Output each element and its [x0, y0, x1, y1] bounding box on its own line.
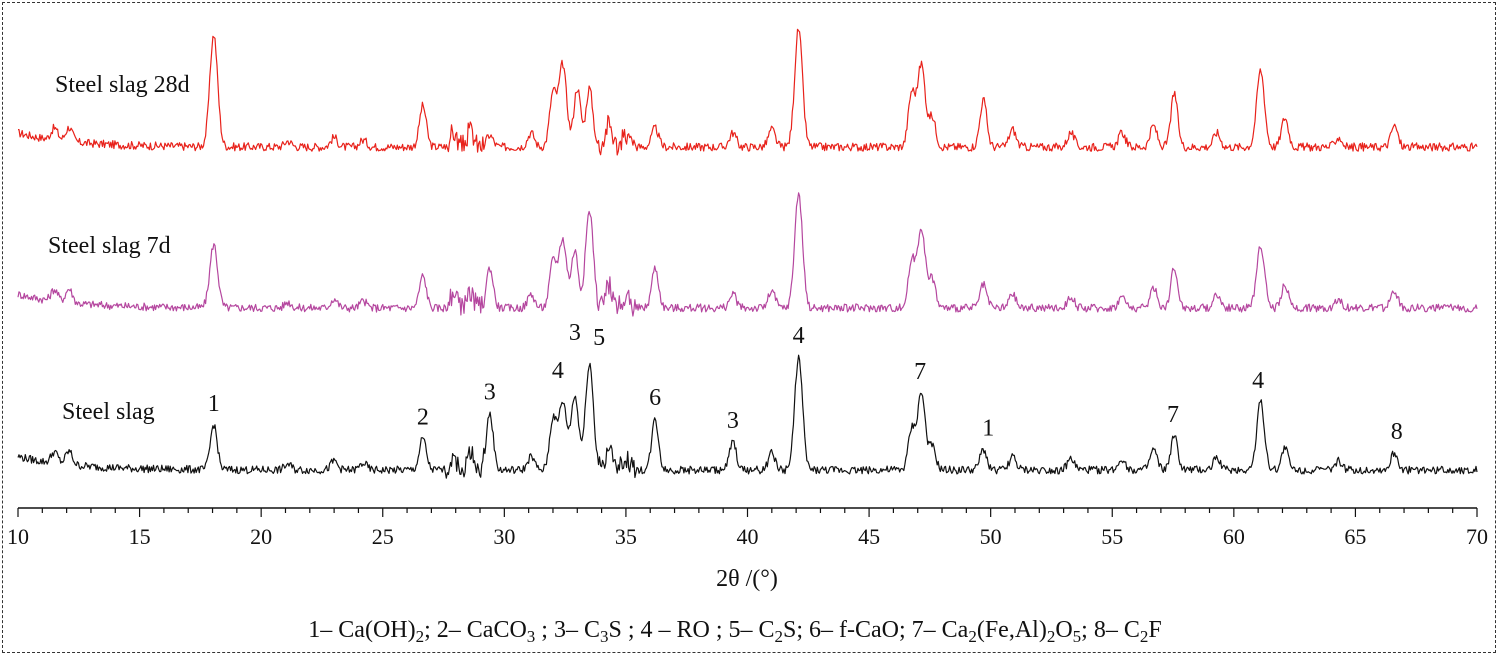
x-axis: 10 15 20 25 30 35 40 45 50 55 60 65 70 — [7, 507, 1488, 549]
peak-label-1: 1 — [208, 391, 220, 417]
peak-label-12: 7 — [1167, 402, 1179, 428]
peak-label-3: 3 — [484, 380, 496, 406]
peak-label-4: 4 — [552, 358, 564, 384]
peak-label-14: 8 — [1391, 419, 1403, 445]
peak-label-5: 3 — [569, 320, 581, 346]
x-tick-label: 70 — [1466, 524, 1488, 549]
series-line-3 — [17, 354, 1478, 479]
series-label-2: Steel slag 7d — [48, 233, 171, 259]
x-tick-label: 45 — [858, 524, 880, 549]
phase-legend: 1– Ca(OH)2; 2– CaCO3 ; 3– C3S ; 4 – RO ;… — [308, 617, 1161, 646]
x-tick-label: 15 — [129, 524, 151, 549]
x-tick-label: 35 — [615, 524, 637, 549]
peak-label-6: 5 — [593, 325, 605, 351]
peak-label-9: 4 — [793, 323, 805, 349]
x-tick-label: 20 — [250, 524, 272, 549]
peak-label-13: 4 — [1252, 368, 1264, 394]
x-tick-label: 60 — [1223, 524, 1245, 549]
series-labels: Steel slag 28d Steel slag 7d Steel slag — [48, 72, 190, 425]
peak-label-2: 2 — [417, 404, 429, 430]
x-tick-label: 55 — [1101, 524, 1123, 549]
peak-label-7: 6 — [649, 385, 661, 411]
x-axis-title: 2θ /(°) — [716, 566, 778, 592]
x-tick-label: 10 — [7, 524, 29, 549]
series-layer — [17, 28, 1478, 479]
series-line-1 — [18, 28, 1478, 156]
peak-label-10: 7 — [914, 359, 926, 385]
peak-label-8: 3 — [727, 408, 739, 434]
series-label-1: Steel slag 28d — [55, 72, 190, 98]
series-label-3: Steel slag — [62, 399, 155, 425]
x-tick-label: 30 — [493, 524, 515, 549]
x-tick-label: 65 — [1344, 524, 1366, 549]
peak-label-11: 1 — [982, 416, 994, 442]
x-tick-label: 25 — [372, 524, 394, 549]
x-tick-label: 50 — [980, 524, 1002, 549]
x-tick-label: 40 — [737, 524, 759, 549]
series-line-2 — [17, 192, 1478, 317]
